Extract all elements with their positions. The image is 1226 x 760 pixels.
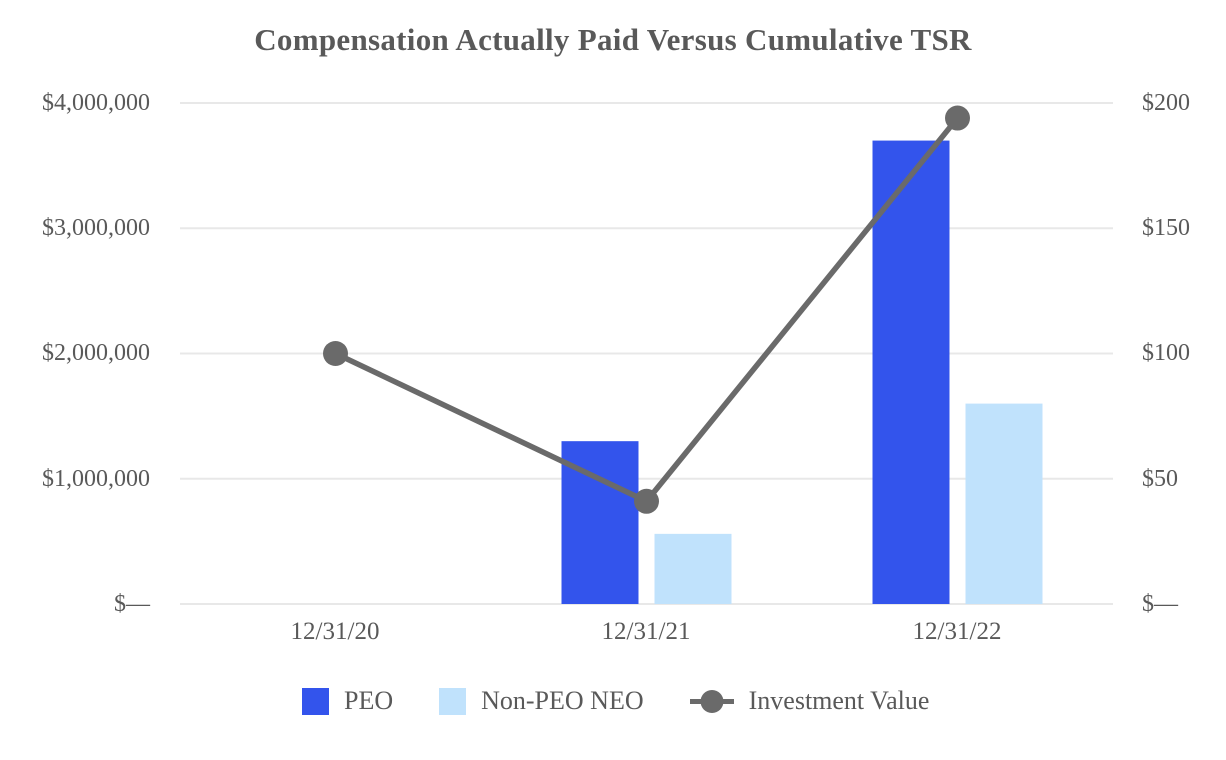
- legend-label-non-peo-neo: Non-PEO NEO: [481, 686, 644, 715]
- peo-swatch-icon: [302, 687, 329, 715]
- legend-item-non-peo-neo: Non-PEO NEO: [439, 686, 644, 716]
- y-left-tick: $4,000,000: [42, 90, 150, 116]
- y-right-tick: $200: [1142, 90, 1190, 116]
- legend-label-investment-value: Investment Value: [748, 686, 930, 715]
- legend: PEO Non-PEO NEO Investment Value: [302, 686, 929, 716]
- non-peo-neo-swatch-icon: [439, 687, 467, 715]
- y-right-tick: $150: [1142, 215, 1190, 241]
- x-axis-label: 12/31/20: [290, 618, 380, 645]
- y-right-tick: $50: [1142, 466, 1178, 492]
- x-axis-label: 12/31/22: [912, 618, 1002, 645]
- y-right-tick: $—: [1142, 591, 1178, 617]
- investment-value-marker-icon: [689, 688, 734, 715]
- x-axis-label: 12/31/21: [601, 618, 691, 645]
- y-left-tick: $—: [114, 591, 150, 617]
- chart-title: Compensation Actually Paid Versus Cumula…: [254, 22, 972, 57]
- legend-item-peo: PEO: [302, 686, 393, 716]
- y-right-tick: $100: [1142, 340, 1190, 366]
- legend-item-investment-value: Investment Value: [689, 686, 930, 716]
- y-left-tick: $1,000,000: [42, 466, 150, 492]
- y-left-tick: $3,000,000: [42, 215, 150, 241]
- legend-label-peo: PEO: [344, 686, 394, 715]
- y-left-tick: $2,000,000: [42, 340, 150, 366]
